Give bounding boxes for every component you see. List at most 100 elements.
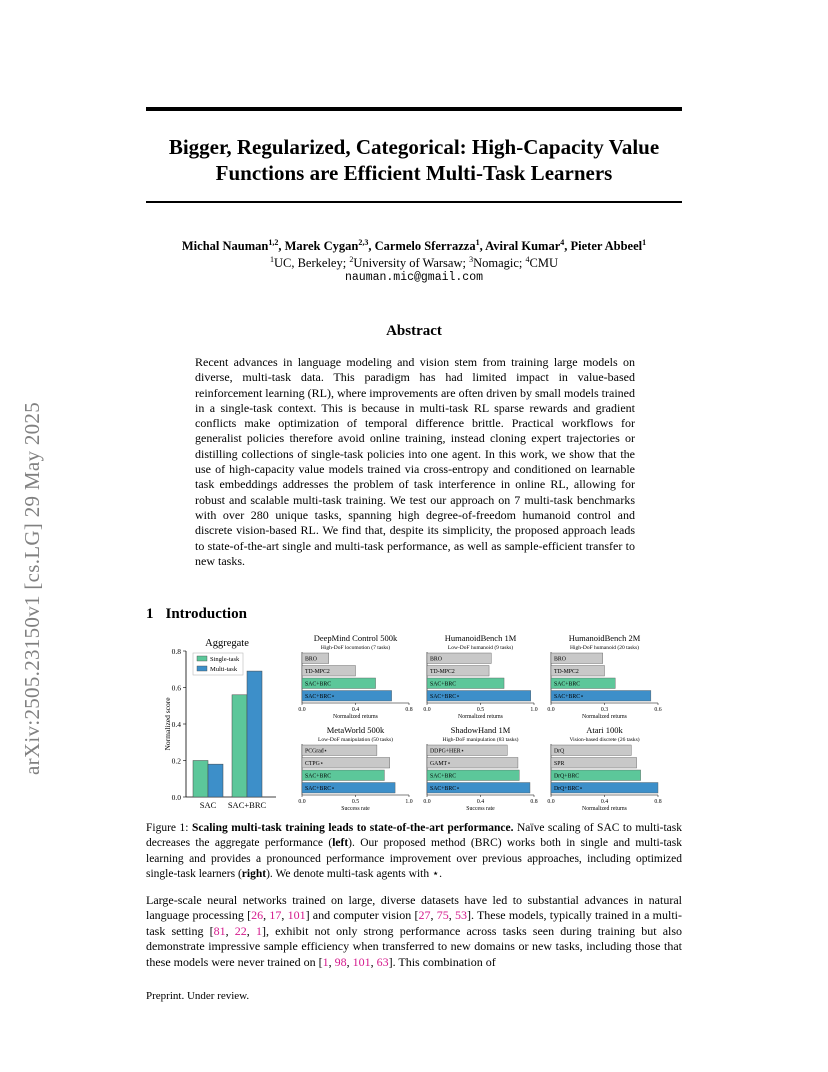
aggregate-y-tick-label: 0.4	[172, 720, 182, 729]
intro-paragraph: Large-scale neural networks trained on l…	[146, 893, 683, 969]
panel-bar	[426, 782, 531, 794]
section-number: 1	[146, 606, 154, 622]
section-title: Introduction	[165, 606, 247, 622]
aggregate-bar-multi-task	[207, 763, 224, 798]
panel-subtitle: Vision-based discrete (26 tasks)	[569, 736, 639, 743]
affiliation-name: University of Warsaw;	[353, 256, 466, 270]
panel-bar-label: SPR	[554, 761, 564, 767]
panel-bar	[550, 757, 637, 769]
panel-bar	[301, 690, 392, 702]
panel-x-tick-label: 0.4	[352, 707, 359, 713]
author-name: Marek Cygan	[284, 239, 359, 253]
panel-x-tick-label: 0.5	[352, 799, 359, 805]
panel-subtitle: Low-DoF humanoid (9 tasks)	[448, 644, 513, 651]
panel-bar-label: DDPG+HER⋆	[430, 749, 465, 755]
citation-link[interactable]: 17	[269, 908, 282, 923]
citation-link[interactable]: 75	[436, 908, 449, 923]
panel-bar	[426, 665, 490, 677]
citation-link[interactable]: 1	[255, 923, 262, 938]
panel-bar	[426, 690, 531, 702]
panel-bar-label: SAC+BRC⋆	[305, 694, 335, 700]
contact-email[interactable]: nauman.mic@gmail.com	[344, 271, 484, 284]
author-affiliation-marker: 2,3	[358, 237, 369, 247]
caption-left: left	[332, 837, 349, 850]
panel-bar	[426, 744, 508, 756]
affiliation-marker: 1	[269, 254, 274, 264]
legend-swatch-single	[196, 655, 208, 662]
author-affiliation-marker: 1	[642, 237, 647, 247]
panel-bar-label: TD-MPC2	[305, 669, 330, 675]
panel-x-label: Success rate	[341, 806, 370, 812]
author-affiliation-marker: 1,2	[268, 237, 279, 247]
panel-bar-label: SAC+BRC	[554, 682, 580, 688]
author-affiliation-marker: 1	[475, 237, 480, 247]
panel-x-tick-label: 0.0	[298, 799, 305, 805]
citation-link[interactable]: 101	[287, 908, 306, 923]
panel-title: Atari 100k	[586, 725, 623, 735]
citation-link[interactable]: 27	[418, 908, 431, 923]
panel-bar-label: DrQ	[554, 749, 565, 755]
caption-right: right	[241, 867, 267, 880]
caption-label: Figure 1:	[146, 822, 189, 834]
affiliation-name: CMU	[529, 256, 558, 270]
panel-subtitle: Low-DoF manipulation (50 tasks)	[318, 736, 393, 743]
panel-x-tick-label: 0.0	[423, 799, 430, 805]
author-list: Michal Nauman1,2, Marek Cygan2,3, Carmel…	[181, 237, 647, 253]
panel-x-tick-label: 0.8	[530, 799, 537, 805]
citation-link[interactable]: 1	[322, 954, 329, 969]
citation-link[interactable]: 53	[454, 908, 467, 923]
aggregate-y-tick-label: 0.2	[172, 757, 182, 766]
citation-link[interactable]: 98	[334, 954, 347, 969]
aggregate-y-tick-label: 0.8	[172, 647, 182, 656]
citation-link[interactable]: 63	[376, 954, 389, 969]
panel-bar-label: SAC+BRC	[305, 774, 331, 780]
panel-bar-label: SAC+BRC⋆	[554, 694, 584, 700]
panel-x-tick-label: 0.0	[423, 707, 430, 713]
affiliation-marker: 2	[349, 254, 354, 264]
panel-bar	[301, 744, 378, 756]
panel-title: HumanoidBench 2M	[569, 633, 641, 643]
panel-bar	[550, 652, 603, 664]
legend-label-multi: Multi-task	[210, 666, 238, 673]
panel-bar-label: SAC+BRC	[430, 774, 456, 780]
panel-bar-label: BRO	[554, 657, 566, 663]
section-heading: 1 Introduction	[146, 606, 247, 623]
legend-label-single: Single-task	[210, 656, 240, 663]
panel-title: MetaWorld 500k	[327, 725, 385, 735]
panel-bar	[426, 652, 492, 664]
panel-bar	[301, 652, 329, 664]
panel-bar	[426, 677, 505, 689]
panel-bar-label: TD-MPC2	[430, 669, 455, 675]
panel-bar	[550, 769, 641, 781]
affiliation-name: Nomagic;	[473, 256, 523, 270]
panel-x-label: Success rate	[466, 806, 495, 812]
panel-bar-label: SAC+BRC⋆	[305, 786, 335, 792]
citation-link[interactable]: 101	[352, 954, 371, 969]
panel-bar	[550, 782, 659, 794]
aggregate-x-tick-label: SAC+BRC	[228, 800, 267, 810]
panel-bar	[550, 744, 632, 756]
panel-x-label: Normalized returns	[582, 714, 628, 720]
panel-x-tick-label: 0.0	[547, 799, 554, 805]
panel-bar	[301, 769, 385, 781]
citation-link[interactable]: 26	[251, 908, 264, 923]
panel-x-tick-label: 0.4	[601, 799, 608, 805]
panel-x-tick-label: 0.4	[477, 799, 484, 805]
aggregate-title: Aggregate	[205, 638, 249, 649]
citation-link[interactable]: 81	[213, 923, 226, 938]
affiliation-marker: 4	[525, 254, 530, 264]
author-affiliation-marker: 4	[560, 237, 565, 247]
aggregate-y-label: Normalized score	[163, 697, 172, 751]
panel-bar	[550, 690, 652, 702]
abstract-heading: Abstract	[386, 323, 442, 339]
affiliations: 1UC, Berkeley; 2University of Warsaw; 3N…	[146, 255, 682, 271]
top-rule	[146, 107, 682, 111]
panel-x-tick-label: 0.0	[298, 707, 305, 713]
panel-x-tick-label: 0.8	[405, 707, 412, 713]
panel-title: HumanoidBench 1M	[445, 633, 517, 643]
caption-text-1: Naïve scaling of SAC to multi-task decre…	[146, 822, 682, 850]
panel-bar-label: SAC+BRC⋆	[430, 786, 460, 792]
citation-link[interactable]: 22	[234, 923, 247, 938]
panel-x-tick-label: 1.0	[405, 799, 412, 805]
aggregate-bar-single-task	[192, 760, 209, 798]
